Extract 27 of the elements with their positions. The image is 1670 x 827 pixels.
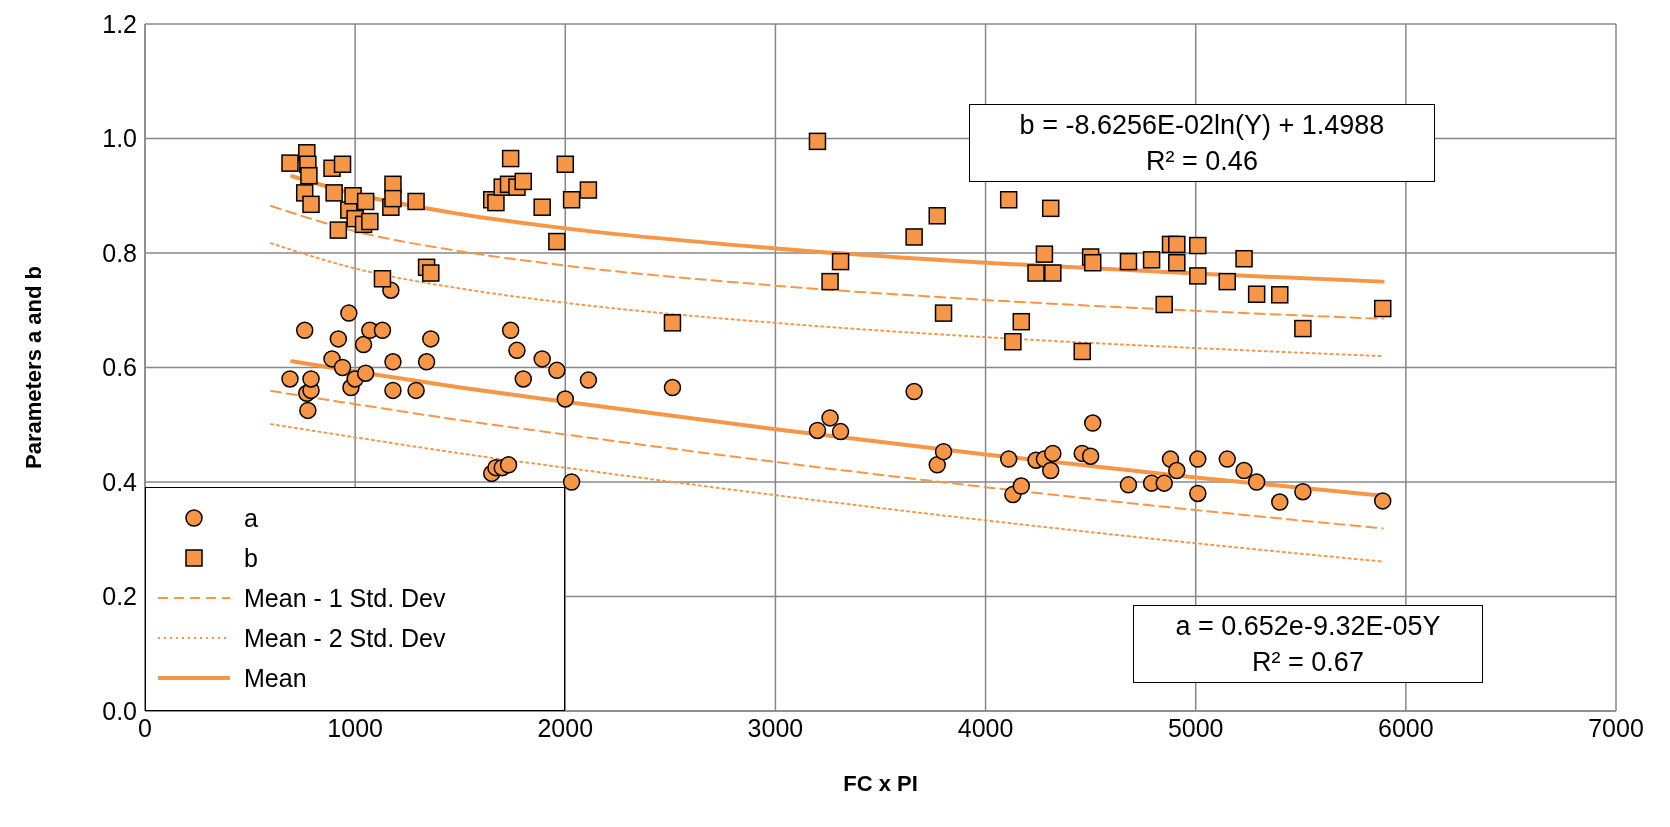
y-tick-label: 0.0 <box>102 696 137 725</box>
legend-label: Mean <box>244 663 307 693</box>
y-axis-title: Parameters a and b <box>20 266 46 469</box>
x-tick-label: 1000 <box>327 713 383 742</box>
equation-box: b = -8.6256E-02ln(Y) + 1.4988 R² = 0.46 <box>969 104 1435 182</box>
y-tick-label: 0.6 <box>102 353 137 382</box>
legend-label: a <box>244 503 258 533</box>
line-series <box>270 242 1384 358</box>
x-tick-label: 4000 <box>957 713 1014 742</box>
y-tick-label: 1.2 <box>102 9 137 38</box>
legend-label: Mean - 1 Std. Dev <box>244 583 446 613</box>
x-tick-label: 2000 <box>537 713 594 742</box>
x-tick-label: 3000 <box>747 713 804 742</box>
line-series <box>270 389 1384 530</box>
y-tick-label: 0.4 <box>102 467 138 496</box>
y-tick-label: 0.2 <box>102 582 137 611</box>
legend-label: Mean - 2 Std. Dev <box>244 623 446 653</box>
x-axis-title: FC x PI <box>843 771 918 796</box>
x-tick-label: 0 <box>138 713 152 742</box>
equation-box: a = 0.652e-9.32E-05Y R² = 0.67 <box>1133 605 1483 683</box>
y-tick-label: 0.8 <box>102 238 137 267</box>
y-tick-label: 1.0 <box>102 124 137 153</box>
x-tick-label: 6000 <box>1378 713 1434 742</box>
x-tick-label: 5000 <box>1167 713 1224 742</box>
x-tick-label: 7000 <box>1588 713 1644 742</box>
line-series <box>270 423 1384 563</box>
legend-label: b <box>244 543 258 573</box>
